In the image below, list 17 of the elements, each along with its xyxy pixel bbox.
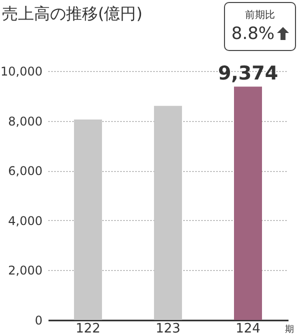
y-tick-label: 6,000 (8, 164, 42, 178)
text: 前期比 (244, 8, 276, 22)
bar (154, 106, 182, 320)
x-tick-label: 123 (156, 322, 180, 335)
chart-title: 売上高の推移(億円) (2, 4, 142, 25)
x-tick-label: 122 (76, 322, 100, 335)
bar (234, 86, 262, 320)
bar (74, 120, 102, 320)
x-axis-title: 期 (285, 324, 294, 335)
text: 8.8% (231, 24, 275, 44)
data-label: 9,374 (218, 62, 278, 85)
y-tick-label: 8,000 (8, 114, 42, 128)
y-tick-label: 4,000 (8, 214, 42, 228)
y-tick-label: 10,000 (0, 64, 42, 78)
y-tick-label: 0 (34, 314, 42, 328)
y-tick-label: 2,000 (8, 264, 42, 278)
x-tick-label: 124 (236, 322, 260, 335)
